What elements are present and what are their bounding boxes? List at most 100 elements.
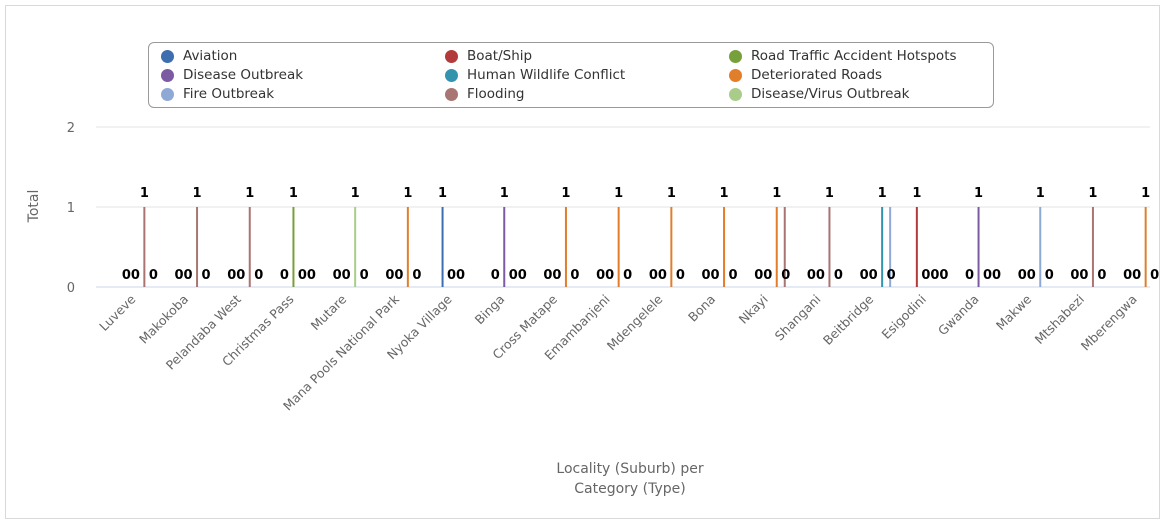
x-tick-label: Luveve — [96, 291, 139, 334]
data-label: 0 — [887, 268, 896, 283]
y-axis-title: Total — [26, 190, 42, 224]
data-label: 1 — [614, 186, 623, 201]
data-label: 0 — [227, 268, 236, 283]
bar — [1091, 207, 1094, 287]
x-tick-label: Makwe — [993, 291, 1035, 333]
legend-marker-icon — [729, 87, 742, 101]
data-label: 0 — [298, 268, 307, 283]
data-label: 0 — [930, 268, 939, 283]
bars — [143, 207, 1147, 287]
data-label: 1 — [500, 186, 509, 201]
legend-marker-icon — [729, 68, 742, 82]
bar — [915, 207, 918, 287]
x-tick-label: Bona — [685, 292, 718, 325]
bar — [143, 207, 146, 287]
x-tick-label: Binga — [472, 292, 508, 328]
data-label: 0 — [992, 268, 1001, 283]
data-label: 0 — [1045, 268, 1054, 283]
legend-item-deteriorated-roads[interactable]: Deteriorated Roads — [729, 67, 882, 83]
legend-marker-icon — [161, 87, 174, 101]
data-label: 0 — [307, 268, 316, 283]
data-label: 1 — [193, 186, 202, 201]
legend-item-boat-ship[interactable]: Boat/Ship — [445, 48, 532, 64]
data-label: 0 — [456, 268, 465, 283]
data-label: 0 — [983, 268, 992, 283]
data-label: 0 — [518, 268, 527, 283]
data-label: 0 — [254, 268, 263, 283]
y-tick-label: 2 — [67, 121, 75, 136]
legend-item-disease-outbreak[interactable]: Disease Outbreak — [161, 67, 303, 83]
legend-label: Boat/Ship — [467, 48, 533, 64]
data-label: 0 — [605, 268, 614, 283]
bar — [292, 207, 295, 287]
legend-item-human-wildlife[interactable]: Human Wildlife Conflict — [445, 67, 625, 83]
data-label: 0 — [649, 268, 658, 283]
data-label: 0 — [1123, 268, 1132, 283]
data-label: 0 — [342, 268, 351, 283]
data-label: 0 — [280, 268, 289, 283]
legend-label: Flooding — [467, 86, 525, 102]
data-label: 1 — [351, 186, 360, 201]
data-label: 0 — [1079, 268, 1088, 283]
data-label: 0 — [236, 268, 245, 283]
bar — [617, 207, 620, 287]
data-label: 0 — [1132, 268, 1141, 283]
data-label: 0 — [1150, 268, 1159, 283]
bar — [354, 207, 357, 287]
data-label: 0 — [385, 268, 394, 283]
data-label: 0 — [394, 268, 403, 283]
data-label: 1 — [561, 186, 570, 201]
data-label: 1 — [403, 186, 412, 201]
data-label: 0 — [781, 268, 790, 283]
legend-item-road-traffic[interactable]: Road Traffic Accident Hotspots — [729, 48, 957, 64]
data-label: 1 — [1088, 186, 1097, 201]
bar — [828, 207, 831, 287]
data-label: 0 — [412, 268, 421, 283]
x-tick-label: Gwanda — [935, 292, 982, 339]
data-label: 0 — [131, 268, 140, 283]
data-label: 0 — [175, 268, 184, 283]
legend-marker-icon — [161, 49, 174, 63]
data-label: 1 — [438, 186, 447, 201]
data-label: 0 — [509, 268, 518, 283]
x-tick-label: Makokoba — [136, 292, 191, 347]
legend-item-fire-outbreak[interactable]: Fire Outbreak — [161, 86, 274, 102]
bar — [248, 207, 251, 287]
bar — [441, 207, 444, 287]
bar — [889, 207, 892, 287]
data-label: 0 — [702, 268, 711, 283]
data-label: 0 — [1070, 268, 1079, 283]
legend-label: Deteriorated Roads — [751, 67, 883, 83]
data-label: 0 — [333, 268, 342, 283]
data-label: 0 — [570, 268, 579, 283]
data-label: 1 — [772, 186, 781, 201]
data-label: 1 — [289, 186, 298, 201]
legend-item-disease-virus[interactable]: Disease/Virus Outbreak — [729, 86, 909, 102]
data-label: 1 — [667, 186, 676, 201]
chart-legend: Aviation Boat/Ship Road Traffic Accident… — [148, 42, 994, 108]
bar — [783, 207, 786, 287]
legend-item-aviation[interactable]: Aviation — [161, 48, 237, 64]
x-tick-label: Esigodini — [879, 292, 929, 342]
data-label: 1 — [720, 186, 729, 201]
x-axis-title-line2: Category (Type) — [574, 481, 686, 497]
data-label: 0 — [921, 268, 930, 283]
bar — [723, 207, 726, 287]
bar — [406, 207, 409, 287]
bar — [1039, 207, 1042, 287]
legend-item-flooding[interactable]: Flooding — [445, 86, 524, 102]
legend-label: Disease/Virus Outbreak — [751, 86, 910, 102]
legend-marker-icon — [445, 49, 458, 63]
x-axis-title-line1: Locality (Suburb) per — [556, 461, 704, 477]
gridlines — [96, 126, 1150, 288]
y-axis-ticks: 0 1 2 — [67, 121, 75, 296]
y-tick-label: 1 — [67, 201, 75, 216]
data-label: 1 — [912, 186, 921, 201]
data-label: 1 — [140, 186, 149, 201]
data-label: 0 — [711, 268, 720, 283]
data-label: 0 — [939, 268, 948, 283]
x-tick-label: Mdengelele — [604, 291, 666, 353]
data-label: 0 — [491, 268, 500, 283]
